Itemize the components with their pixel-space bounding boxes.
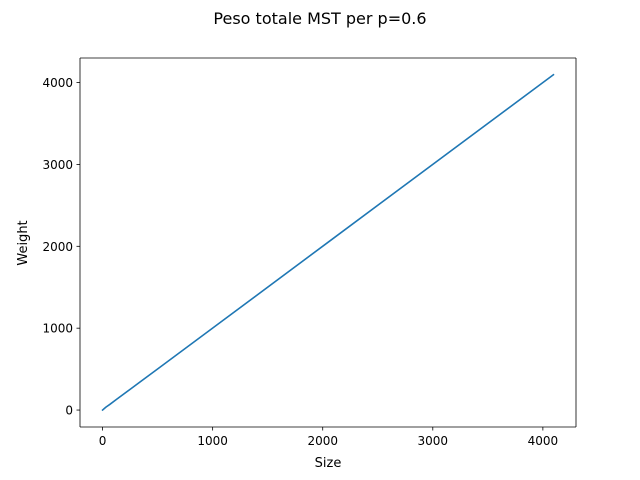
y-axis-label: Weight [16,220,31,265]
plot-area [79,57,577,428]
x-tick-label: 0 [99,434,107,448]
chart-title: Peso totale MST per p=0.6 [213,9,426,28]
y-tick-label: 0 [65,404,73,418]
series-line-0 [101,73,555,412]
series-layer [101,73,555,412]
y-tick-label: 1000 [42,322,73,336]
x-tick-label: 4000 [528,434,559,448]
x-ticks: 0 1000 2000 3000 4000 [99,427,558,448]
x-tick-label: 1000 [197,434,228,448]
x-axis-label: Size [315,456,342,471]
y-tick-label: 4000 [42,76,73,90]
y-tick-label: 3000 [42,158,73,172]
x-tick-label: 2000 [307,434,338,448]
y-ticks: 0 1000 2000 3000 4000 [42,76,80,418]
y-tick-label: 2000 [42,240,73,254]
x-tick-label: 3000 [418,434,449,448]
